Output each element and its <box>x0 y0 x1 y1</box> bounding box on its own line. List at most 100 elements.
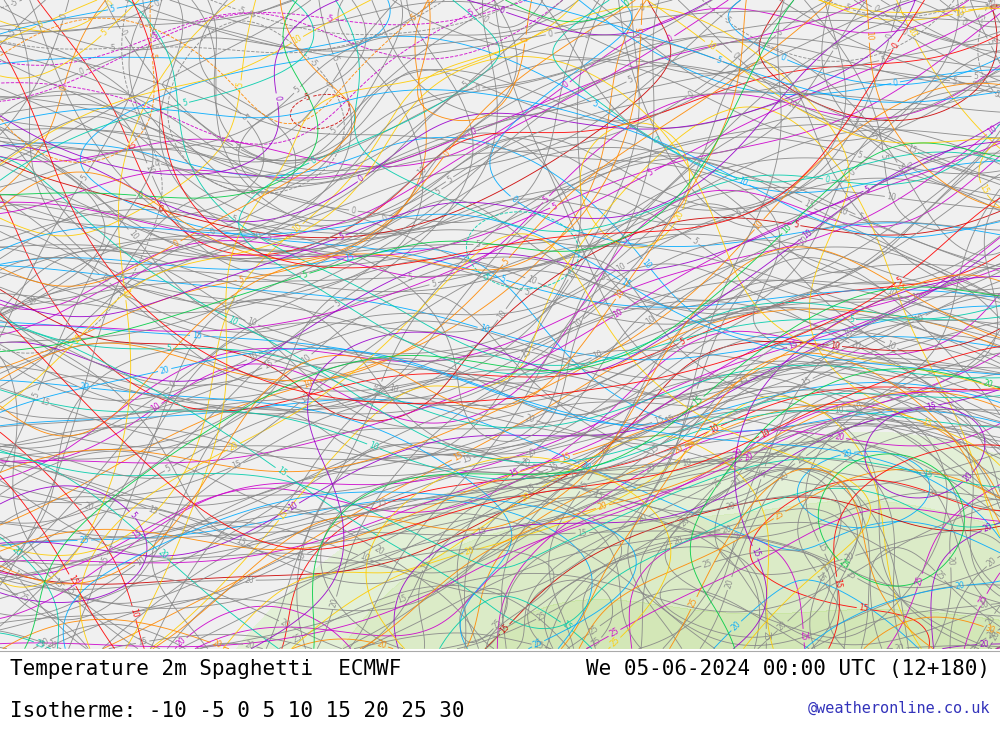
Text: 25: 25 <box>845 569 858 581</box>
Text: 15: 15 <box>275 465 288 478</box>
Text: 10: 10 <box>801 228 814 240</box>
Text: 0: 0 <box>666 33 675 43</box>
Text: 10: 10 <box>842 326 855 339</box>
Text: 10: 10 <box>889 3 902 15</box>
Text: 0: 0 <box>650 135 659 145</box>
Text: 0: 0 <box>357 174 366 184</box>
Text: 15: 15 <box>926 401 937 411</box>
Text: 20: 20 <box>724 578 735 589</box>
Text: 10: 10 <box>615 261 628 273</box>
Text: 5: 5 <box>333 298 342 309</box>
Text: 20: 20 <box>984 613 997 626</box>
Text: 0: 0 <box>105 0 115 8</box>
Text: 5: 5 <box>522 287 530 297</box>
Text: 5: 5 <box>894 162 905 171</box>
Text: 20: 20 <box>526 446 539 460</box>
Text: 0: 0 <box>824 174 830 184</box>
Text: 10: 10 <box>852 401 865 414</box>
Text: 0: 0 <box>441 149 452 158</box>
Text: 15: 15 <box>569 469 580 480</box>
Text: 0: 0 <box>521 36 530 43</box>
Text: 15: 15 <box>757 467 769 479</box>
Text: 10: 10 <box>886 192 897 202</box>
Text: 20: 20 <box>464 545 476 557</box>
Text: 20: 20 <box>684 437 697 450</box>
Text: 0: 0 <box>309 156 317 166</box>
Text: 0: 0 <box>892 78 899 87</box>
Text: 10: 10 <box>566 268 578 280</box>
Text: 25: 25 <box>773 509 786 521</box>
Text: 15: 15 <box>344 252 355 263</box>
Text: 0: 0 <box>272 95 282 101</box>
Text: 0: 0 <box>562 80 571 89</box>
Text: 10: 10 <box>358 551 370 564</box>
Text: 5: 5 <box>855 211 864 221</box>
Text: 0: 0 <box>59 12 69 20</box>
Text: 15: 15 <box>376 498 387 508</box>
Text: 20: 20 <box>742 450 755 463</box>
Text: 15: 15 <box>373 382 385 394</box>
Text: 20: 20 <box>46 640 58 651</box>
Text: 15: 15 <box>299 391 312 405</box>
Text: 0: 0 <box>172 238 181 248</box>
Text: 25: 25 <box>702 559 714 570</box>
Text: -5: -5 <box>108 44 116 53</box>
Text: We 05-06-2024 00:00 UTC (12+180): We 05-06-2024 00:00 UTC (12+180) <box>586 659 990 679</box>
Text: 15: 15 <box>532 641 544 651</box>
Text: 20: 20 <box>982 378 994 390</box>
Text: 25: 25 <box>291 633 304 645</box>
Text: 10: 10 <box>247 350 259 363</box>
Text: 5: 5 <box>433 186 442 196</box>
Text: 20: 20 <box>776 619 789 633</box>
Text: 10: 10 <box>415 164 428 177</box>
Text: 0: 0 <box>955 10 964 20</box>
Text: 20: 20 <box>673 536 685 547</box>
Text: 20: 20 <box>580 460 592 472</box>
Text: 20: 20 <box>982 522 994 534</box>
Text: 20: 20 <box>211 638 223 650</box>
Text: 5: 5 <box>407 273 413 281</box>
Text: 0: 0 <box>125 143 135 151</box>
Text: 5: 5 <box>238 275 244 284</box>
Text: 20: 20 <box>376 639 387 651</box>
Text: 15: 15 <box>420 558 432 570</box>
Text: 20: 20 <box>778 470 791 482</box>
Text: 0: 0 <box>475 84 481 93</box>
Text: -5: -5 <box>721 15 733 26</box>
Text: 20: 20 <box>636 513 649 525</box>
Text: 15: 15 <box>146 505 159 517</box>
Text: 25: 25 <box>590 636 603 649</box>
Text: 15: 15 <box>737 375 749 386</box>
Text: 0: 0 <box>622 0 631 8</box>
Text: 20: 20 <box>645 463 656 474</box>
Text: 25: 25 <box>914 574 926 586</box>
Text: 15: 15 <box>794 453 807 466</box>
Text: 15: 15 <box>51 577 64 590</box>
Text: 0: 0 <box>960 18 968 29</box>
Text: 15: 15 <box>922 469 933 480</box>
Text: 25: 25 <box>79 536 89 545</box>
Text: 20: 20 <box>159 364 170 375</box>
Text: 25: 25 <box>933 570 946 582</box>
Text: 20: 20 <box>175 636 188 649</box>
Text: 0: 0 <box>547 29 553 39</box>
Text: 20: 20 <box>244 575 254 585</box>
Text: 20: 20 <box>955 581 965 591</box>
Text: -5: -5 <box>9 0 19 9</box>
Text: @weatheronline.co.uk: @weatheronline.co.uk <box>808 701 990 716</box>
Text: 5: 5 <box>164 463 173 474</box>
Text: 25: 25 <box>837 558 850 571</box>
Text: 10: 10 <box>291 34 304 46</box>
Text: -5: -5 <box>236 5 246 16</box>
Text: 5: 5 <box>266 233 272 243</box>
Text: 5: 5 <box>626 75 635 85</box>
Text: 10: 10 <box>830 341 841 351</box>
Text: 5: 5 <box>229 215 237 224</box>
Text: 5: 5 <box>475 240 480 249</box>
Text: 10: 10 <box>613 287 626 300</box>
Text: 0: 0 <box>233 142 241 152</box>
Text: 15: 15 <box>560 451 572 463</box>
Text: 0: 0 <box>470 127 478 137</box>
Text: 10: 10 <box>704 39 717 52</box>
Text: Temperature 2m Spaghetti  ECMWF: Temperature 2m Spaghetti ECMWF <box>10 659 401 679</box>
